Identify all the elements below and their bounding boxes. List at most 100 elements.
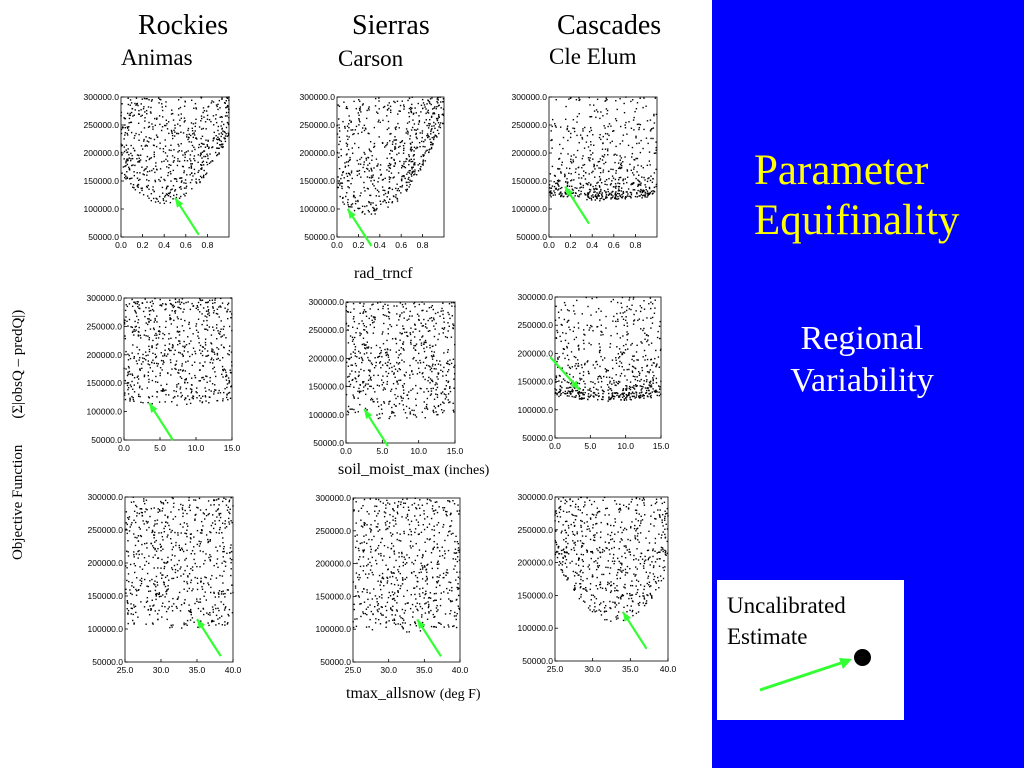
data-point [622, 394, 625, 396]
data-point [202, 608, 205, 610]
scatter-panel: 50000.0100000.0150000.0200000.0250000.03… [518, 292, 670, 451]
data-point [192, 397, 195, 400]
data-point [615, 392, 617, 394]
data-point [225, 526, 228, 528]
data-point [226, 317, 229, 320]
data-point [149, 328, 152, 330]
data-point [230, 592, 232, 595]
data-point [173, 149, 175, 151]
data-point [376, 609, 379, 611]
data-point [159, 168, 162, 170]
data-point [164, 152, 167, 154]
data-point [398, 110, 400, 112]
data-point [434, 407, 437, 409]
data-point [190, 172, 193, 175]
data-point [599, 365, 601, 368]
data-point [431, 320, 433, 322]
data-point [212, 307, 214, 309]
data-point [654, 390, 657, 392]
data-point [169, 349, 171, 352]
data-point [224, 606, 227, 608]
data-point [410, 147, 412, 149]
data-point [177, 132, 180, 135]
data-point [345, 385, 347, 387]
data-point [155, 595, 158, 597]
data-point [196, 577, 199, 579]
data-point [161, 103, 163, 105]
x-tick-label: 0.8 [417, 240, 429, 250]
data-point [360, 176, 362, 178]
data-point [166, 128, 169, 130]
data-point [426, 136, 429, 139]
data-point [181, 363, 183, 365]
data-point [608, 177, 610, 180]
data-point [408, 107, 411, 110]
data-point [132, 164, 134, 166]
y-tick-label: 250000.0 [300, 120, 336, 130]
data-point [189, 537, 192, 539]
data-point [186, 523, 188, 525]
data-point [426, 327, 428, 329]
data-point [337, 182, 340, 184]
data-point [427, 112, 430, 114]
data-point [221, 98, 223, 100]
data-point [394, 127, 396, 129]
data-point [206, 324, 208, 326]
data-point [437, 363, 440, 365]
data-point [406, 188, 409, 190]
data-point [386, 315, 388, 317]
data-point [401, 359, 403, 361]
data-point [355, 125, 358, 128]
data-point [658, 366, 661, 368]
data-point [573, 396, 575, 398]
data-point [130, 603, 132, 605]
data-point [434, 127, 436, 130]
data-point [231, 329, 233, 332]
data-point [447, 393, 450, 395]
data-point [564, 175, 566, 178]
data-point [159, 572, 162, 574]
data-point [625, 399, 628, 401]
data-point [365, 311, 367, 313]
data-point [564, 379, 566, 382]
data-point [136, 102, 139, 105]
data-point [217, 607, 219, 610]
data-point [180, 143, 182, 145]
data-point [598, 160, 601, 163]
data-point [370, 180, 372, 182]
data-point [559, 375, 561, 377]
data-point [588, 96, 590, 99]
data-point [597, 395, 600, 398]
y-tick-label: 50000.0 [313, 438, 344, 448]
data-point [410, 180, 412, 182]
data-point [229, 557, 232, 560]
y-tick-label: 200000.0 [300, 148, 336, 158]
data-point [577, 365, 579, 367]
data-point [141, 553, 143, 555]
data-point [628, 394, 630, 396]
data-point [390, 571, 392, 573]
data-point [215, 337, 218, 340]
data-point [161, 558, 163, 561]
data-point [146, 174, 148, 176]
data-point [184, 397, 187, 399]
data-point [387, 191, 390, 193]
data-point [368, 109, 370, 111]
data-point [395, 187, 397, 190]
data-point [583, 380, 585, 383]
data-point [230, 386, 232, 388]
data-point [345, 305, 347, 308]
data-point [220, 306, 222, 308]
data-point [144, 351, 147, 353]
data-point [451, 314, 454, 317]
data-point [616, 394, 618, 397]
data-point [221, 97, 223, 99]
data-point [167, 534, 169, 536]
data-point [220, 593, 223, 595]
data-point [142, 194, 145, 196]
data-point [455, 618, 457, 621]
data-point [353, 320, 356, 323]
data-point [388, 417, 390, 420]
data-point [644, 332, 646, 335]
data-point [423, 140, 425, 143]
